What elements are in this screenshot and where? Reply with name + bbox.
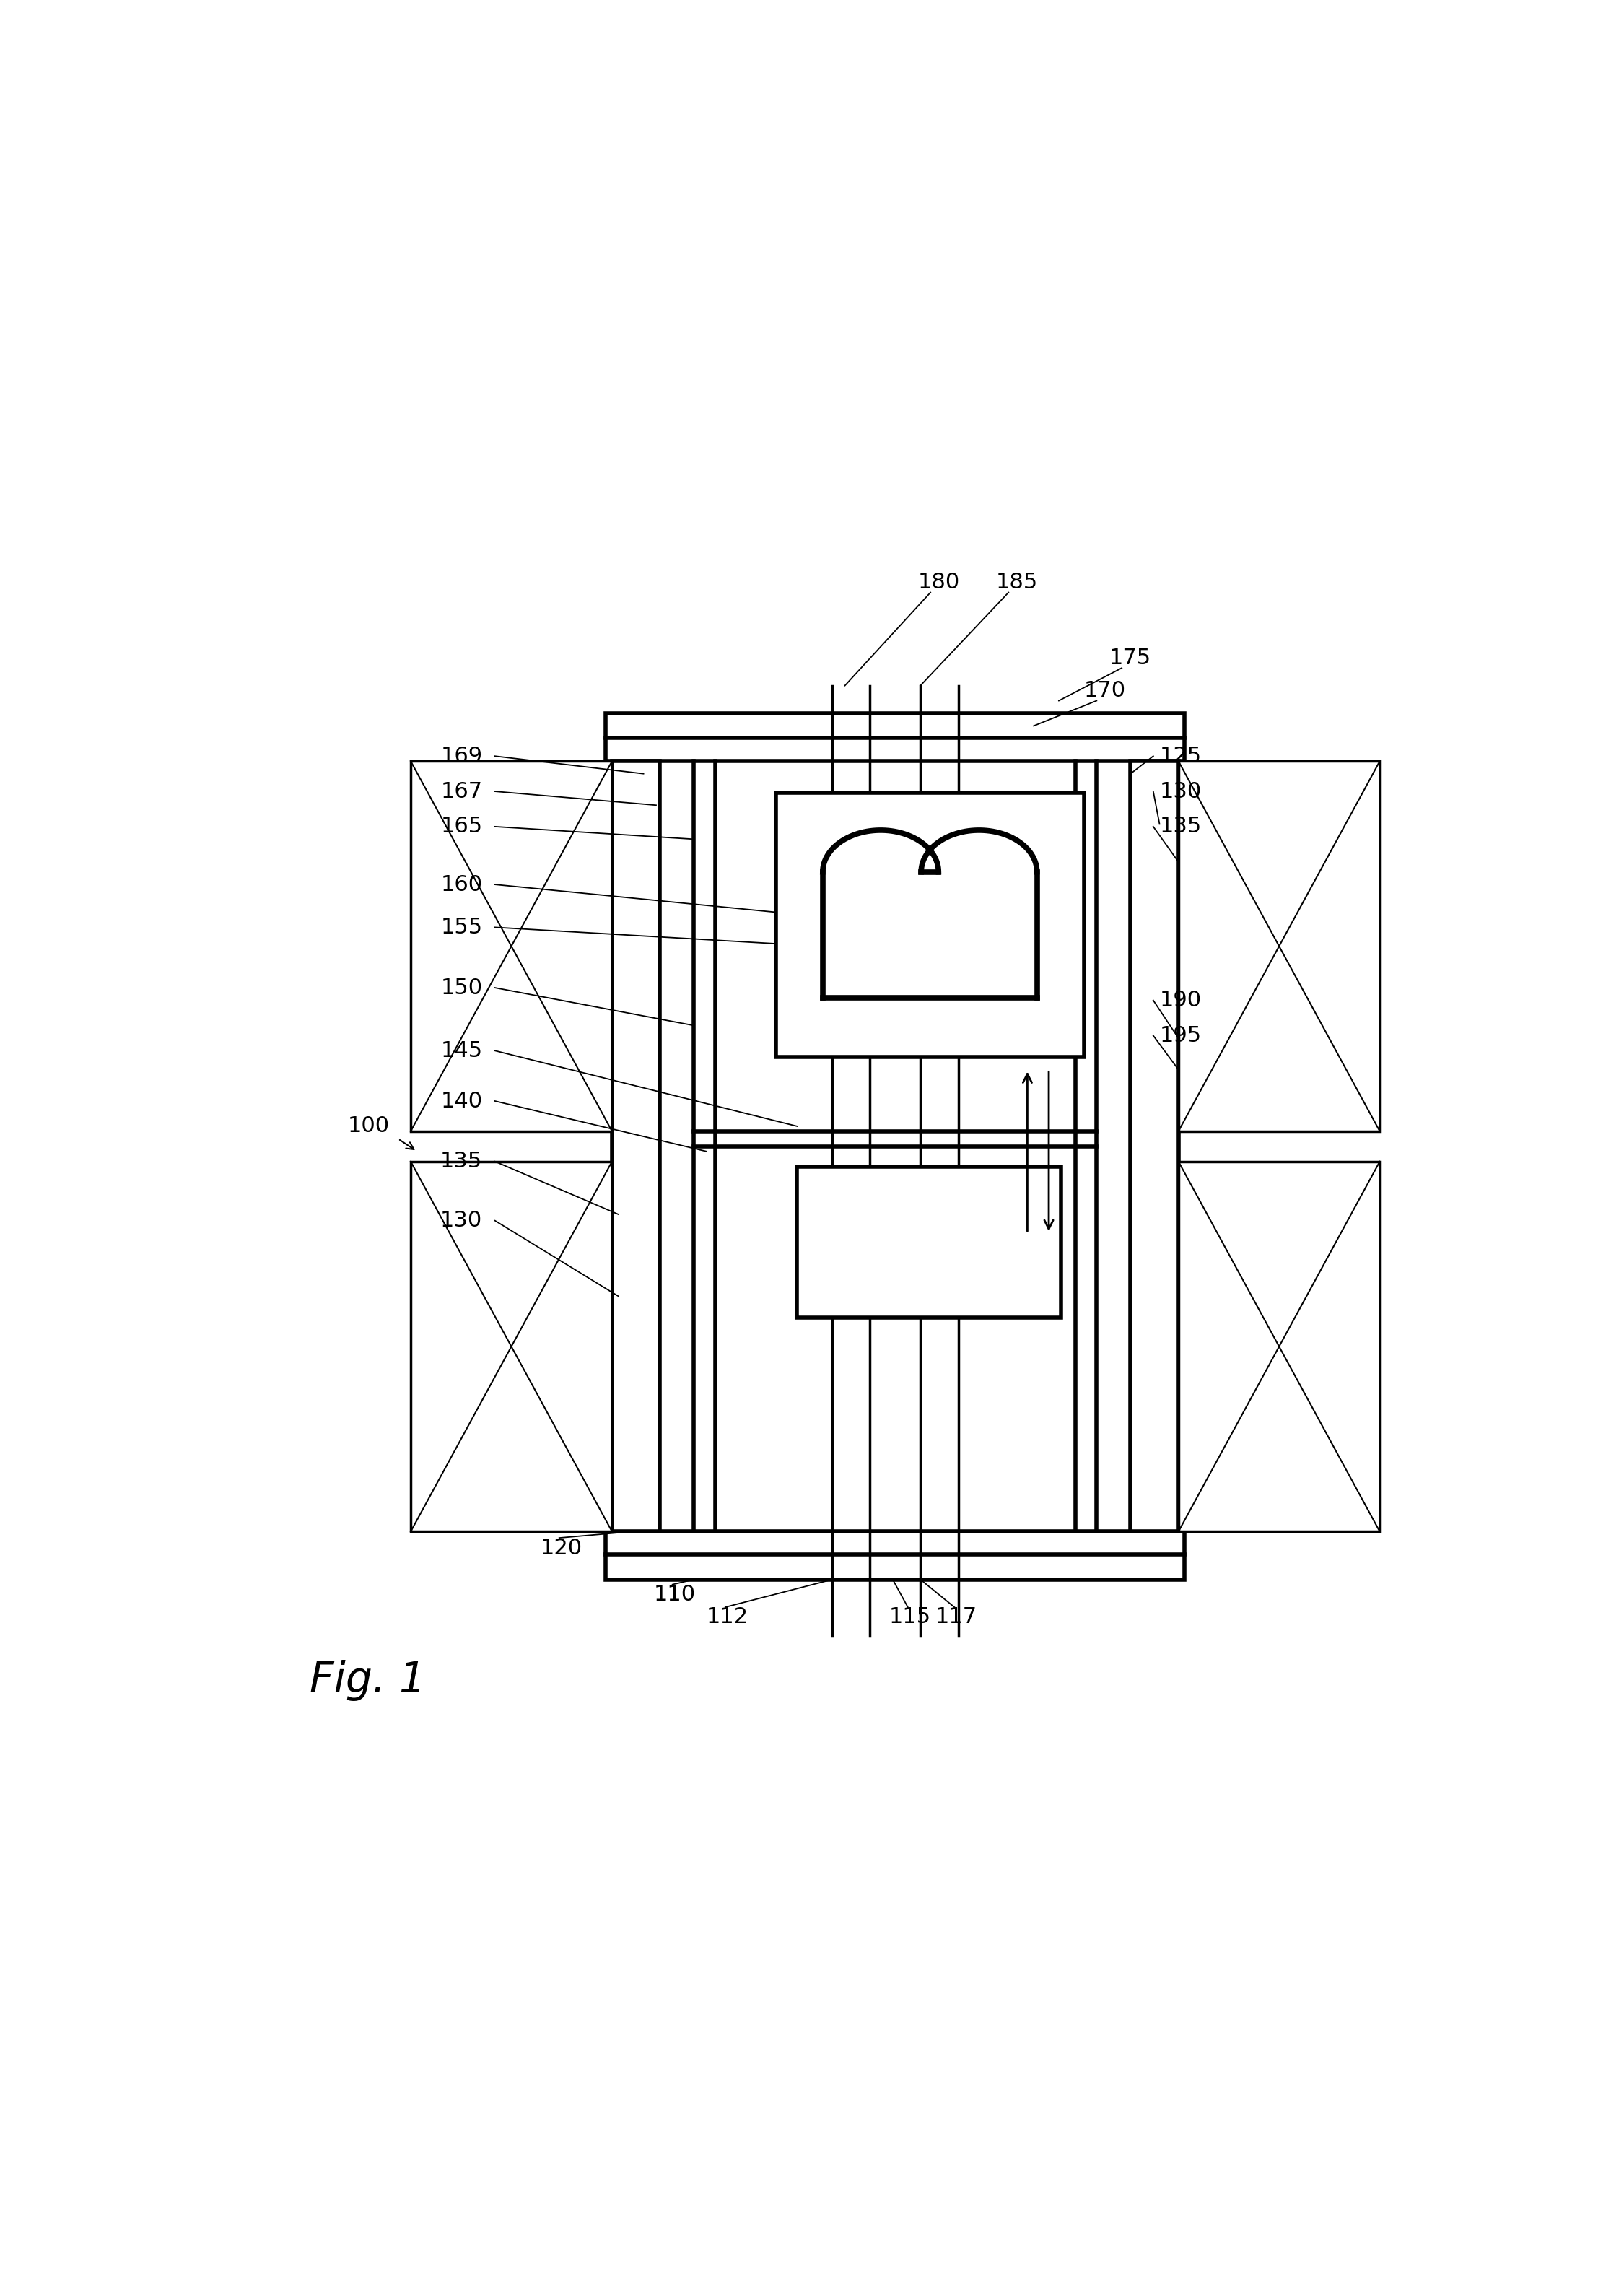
Text: 195: 195 — [1160, 1026, 1202, 1047]
Text: 185: 185 — [996, 572, 1038, 593]
Bar — [612, 762, 659, 1532]
Text: 169: 169 — [440, 746, 482, 766]
Bar — [1179, 762, 1380, 1131]
Text: 117: 117 — [935, 1607, 978, 1628]
Text: 190: 190 — [1160, 990, 1202, 1010]
Bar — [776, 793, 1085, 1058]
Text: 135: 135 — [1160, 816, 1202, 837]
Bar — [411, 762, 612, 1131]
Text: 100: 100 — [348, 1115, 390, 1138]
Text: 175: 175 — [1109, 648, 1151, 668]
Text: 150: 150 — [440, 978, 482, 999]
Text: 180: 180 — [918, 572, 960, 593]
Text: 160: 160 — [440, 873, 482, 896]
Bar — [1179, 1161, 1380, 1532]
Bar — [1130, 762, 1179, 1532]
Text: 155: 155 — [440, 917, 482, 937]
Text: 135: 135 — [440, 1151, 482, 1172]
Text: Fig. 1: Fig. 1 — [310, 1660, 425, 1701]
Text: 165: 165 — [440, 816, 482, 837]
Bar — [797, 1167, 1062, 1318]
Text: 125: 125 — [1160, 746, 1202, 766]
Text: 170: 170 — [1085, 679, 1125, 700]
Text: 130: 130 — [1160, 780, 1202, 803]
Text: 167: 167 — [440, 780, 482, 803]
Text: 115: 115 — [888, 1607, 931, 1628]
Bar — [411, 1161, 612, 1532]
Text: 145: 145 — [440, 1040, 482, 1060]
Text: 110: 110 — [653, 1585, 695, 1605]
Bar — [606, 714, 1186, 762]
Text: 112: 112 — [706, 1607, 749, 1628]
Text: 130: 130 — [440, 1211, 482, 1231]
Text: 140: 140 — [440, 1090, 482, 1113]
Text: 120: 120 — [541, 1537, 583, 1560]
Bar — [606, 1532, 1186, 1580]
